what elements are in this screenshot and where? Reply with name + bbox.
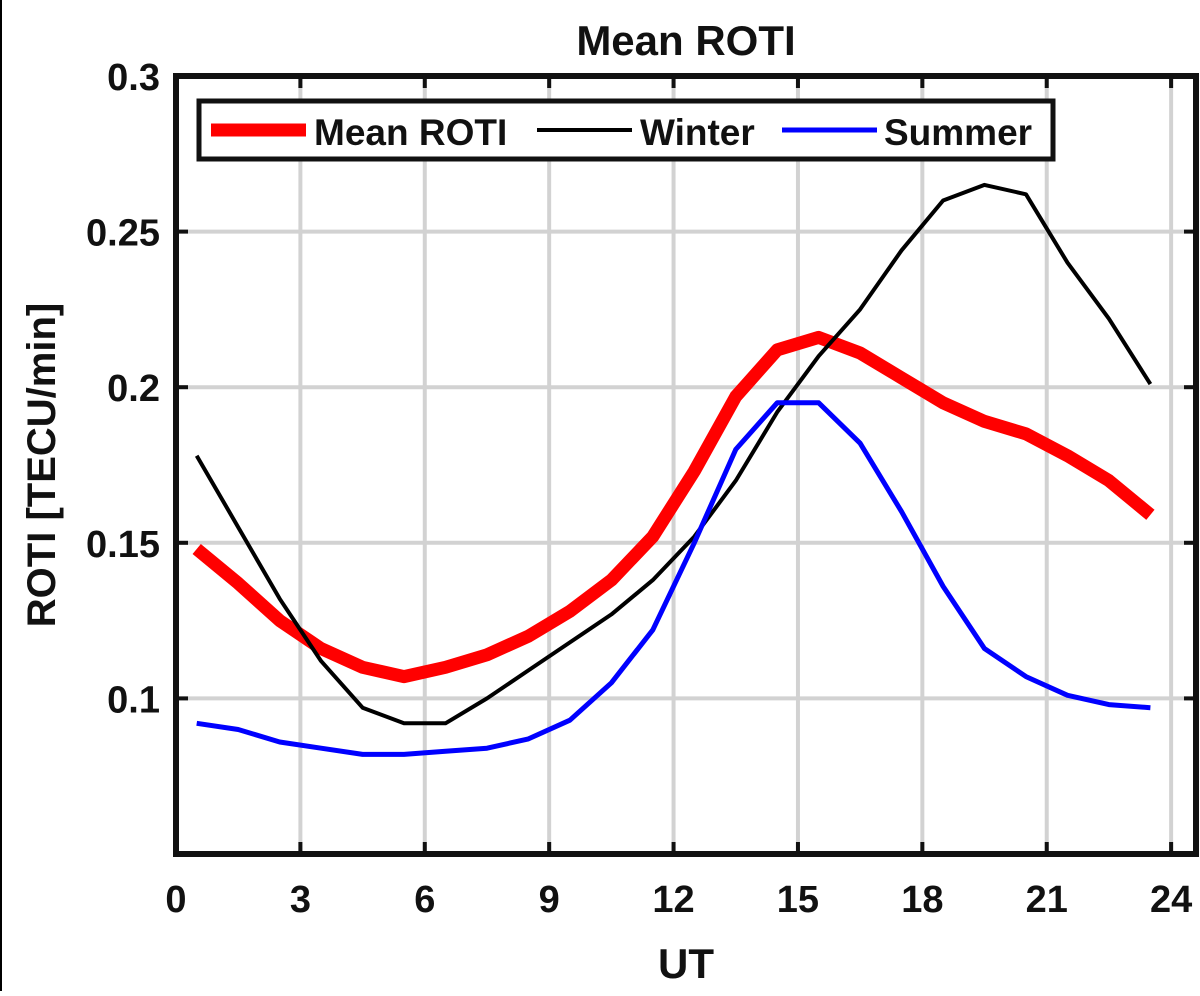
series-line-summer xyxy=(196,400,1151,757)
y-tick-labels: 0.1 0.15 0.2 0.25 0.3 xyxy=(86,57,160,721)
legend-label-winter: Winter xyxy=(640,112,755,153)
chart-title: Mean ROTI xyxy=(576,17,795,64)
series-line-mean-roti xyxy=(192,330,1155,684)
y-tick-label: 0.3 xyxy=(107,57,160,99)
y-axis-label: ROTI [TECU/min] xyxy=(20,303,64,627)
x-tick-labels: 0 3 6 9 12 15 18 21 24 xyxy=(165,879,1192,921)
x-tick-label: 18 xyxy=(901,879,943,921)
x-tick-label: 21 xyxy=(1026,879,1068,921)
axis-ticks xyxy=(174,74,1196,854)
x-axis-label: UT xyxy=(658,940,714,987)
x-tick-label: 24 xyxy=(1150,879,1192,921)
y-tick-label: 0.15 xyxy=(86,524,160,566)
x-tick-label: 12 xyxy=(652,879,694,921)
y-tick-label: 0.2 xyxy=(107,368,160,410)
x-tick-label: 9 xyxy=(539,879,560,921)
x-tick-label: 6 xyxy=(414,879,435,921)
y-tick-label: 0.1 xyxy=(107,679,160,721)
y-tick-label: 0.25 xyxy=(86,213,160,255)
x-tick-label: 0 xyxy=(165,879,186,921)
legend-label-mean-roti: Mean ROTI xyxy=(314,112,507,153)
plot-area-border xyxy=(173,73,1199,857)
legend-label-summer: Summer xyxy=(884,112,1032,153)
series-lines xyxy=(192,182,1155,757)
series-line-winter xyxy=(194,182,1153,726)
x-tick-label: 15 xyxy=(777,879,819,921)
x-tick-label: 3 xyxy=(290,879,311,921)
left-border-line xyxy=(0,0,2,991)
legend: Mean ROTI Winter Summer xyxy=(196,98,1056,162)
grid-lines xyxy=(176,76,1196,854)
